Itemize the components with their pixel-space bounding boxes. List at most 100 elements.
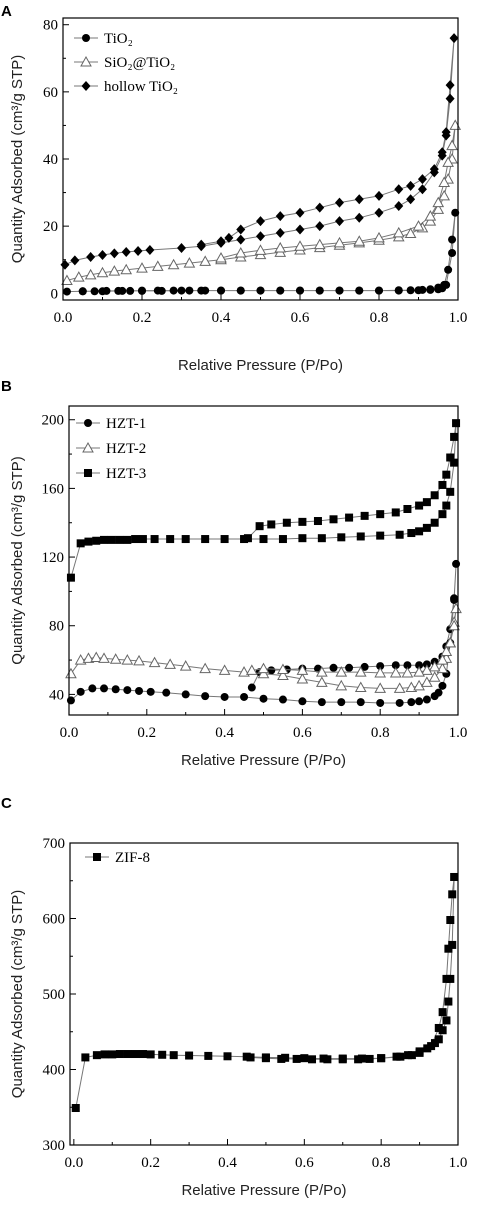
legend-label: HZT-2 <box>106 441 146 457</box>
data-point <box>317 698 326 707</box>
data-point <box>337 533 346 542</box>
data-point <box>100 535 109 544</box>
data-point <box>444 636 457 648</box>
data-point <box>282 518 291 527</box>
data-point <box>60 259 70 270</box>
data-point <box>450 432 459 441</box>
x-tick-label: 0.0 <box>64 1155 83 1171</box>
data-point <box>98 652 110 663</box>
data-point <box>256 231 265 242</box>
data-point <box>121 246 131 257</box>
data-point <box>267 666 276 675</box>
panel-c: C 0.0 0.2 0.4 0.6 0.8 1.0 300 400 500 600 700 Relat… <box>1 795 467 1199</box>
y-tick-label: 160 <box>42 481 65 497</box>
data-point <box>246 1053 255 1062</box>
data-point <box>422 695 431 704</box>
data-point <box>177 242 186 253</box>
legend-marker <box>84 469 92 477</box>
data-point <box>406 194 416 205</box>
data-point <box>430 491 439 500</box>
data-point <box>133 245 143 256</box>
data-point <box>295 207 305 218</box>
data-point <box>131 1050 140 1059</box>
data-point <box>354 194 364 205</box>
y-tick-label: 0 <box>51 286 59 302</box>
y-tick-label: 80 <box>43 18 58 34</box>
data-point <box>422 523 431 532</box>
x-tick-label: 0.4 <box>212 310 231 326</box>
data-point <box>395 530 404 539</box>
y-tick-label: 40 <box>43 152 58 168</box>
data-point <box>413 679 425 691</box>
panel-c-letter: C <box>1 795 12 812</box>
y-tick-label: 120 <box>42 550 65 566</box>
data-point <box>428 671 441 682</box>
data-point <box>88 684 97 693</box>
data-point <box>335 216 344 227</box>
data-point <box>276 286 285 295</box>
y-tick-label: 80 <box>49 619 64 635</box>
x-tick-label: 0.0 <box>54 310 73 326</box>
y-tick-label: 300 <box>43 1138 66 1154</box>
data-point <box>98 250 107 261</box>
legend-label: ZIF-8 <box>115 850 150 866</box>
data-point <box>316 666 328 677</box>
data-point <box>450 872 459 881</box>
data-point <box>92 536 101 545</box>
data-point <box>298 697 307 706</box>
data-point <box>109 653 122 664</box>
data-point <box>96 266 109 278</box>
y-tick-label: 600 <box>43 912 66 928</box>
data-point <box>355 286 364 295</box>
data-point <box>201 535 210 544</box>
data-point <box>415 527 424 536</box>
data-point <box>424 210 437 221</box>
x-axis-title: Relative Pressure (P/Po) <box>181 1182 346 1199</box>
data-point <box>238 666 250 677</box>
data-point <box>243 534 252 543</box>
data-point <box>123 686 132 695</box>
data-point <box>217 286 225 295</box>
data-point <box>167 258 180 270</box>
legend-label: SiO₂@TiO₂ <box>104 55 175 71</box>
data-point <box>421 664 433 675</box>
data-point <box>354 666 367 677</box>
data-point <box>335 286 344 295</box>
data-point <box>438 510 447 519</box>
legend-marker <box>80 55 92 67</box>
data-point <box>345 663 354 672</box>
data-point <box>298 534 307 543</box>
panel-a-letter: A <box>1 3 12 20</box>
data-point <box>353 235 366 246</box>
data-point <box>393 682 406 693</box>
legend-marker <box>84 419 92 427</box>
data-point <box>267 520 276 529</box>
data-point <box>275 227 285 238</box>
data-point <box>432 196 445 208</box>
data-point <box>394 184 404 195</box>
data-point <box>415 697 424 706</box>
data-point <box>197 286 206 295</box>
data-point <box>406 286 415 295</box>
data-point <box>436 654 449 665</box>
data-point <box>335 197 344 208</box>
data-point <box>356 532 365 541</box>
data-point <box>450 594 459 603</box>
y-tick-label: 400 <box>43 1063 66 1079</box>
data-point <box>438 189 451 201</box>
data-point <box>111 685 120 694</box>
data-point <box>373 231 385 243</box>
data-point <box>403 661 412 670</box>
data-point <box>61 274 73 286</box>
data-point <box>108 265 121 276</box>
data-point <box>335 679 348 691</box>
data-point <box>133 654 145 666</box>
panel-b-letter: B <box>1 378 12 395</box>
data-point <box>412 220 425 231</box>
data-point <box>146 687 155 696</box>
data-point <box>157 286 166 295</box>
data-point <box>415 501 424 510</box>
data-point <box>394 201 404 211</box>
series-square <box>66 419 461 582</box>
data-point <box>274 241 287 253</box>
